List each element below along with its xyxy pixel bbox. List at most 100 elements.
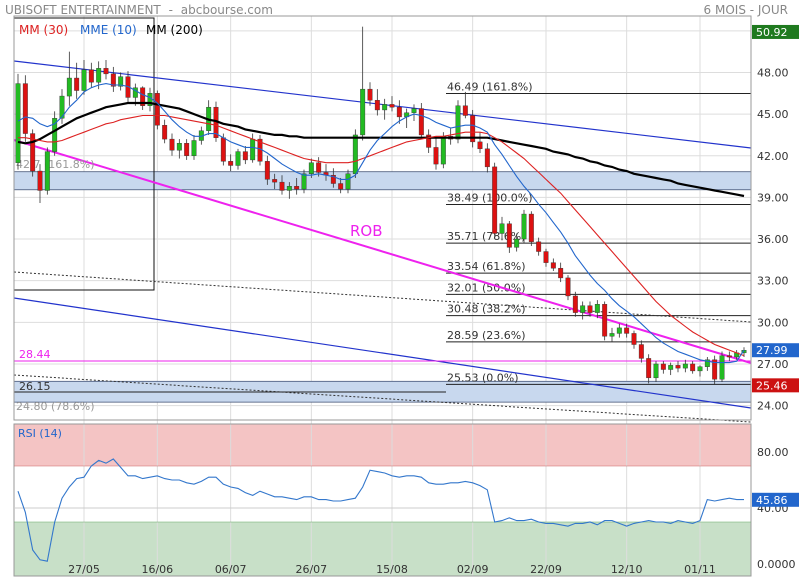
candle-body (682, 363, 688, 369)
price-tick-label: 39.00 (757, 191, 789, 204)
candle-body (433, 147, 439, 165)
candle-body (118, 76, 124, 87)
candle-body (286, 186, 292, 191)
candle-body (52, 118, 58, 152)
mme10-line (17, 83, 745, 364)
date-tick-label: 06/07 (215, 563, 247, 576)
candle-body (242, 151, 248, 161)
candle-body (726, 355, 732, 358)
candle-body (484, 148, 490, 168)
candle-body (411, 108, 417, 113)
candle-body (675, 365, 681, 369)
data-source: abcbourse.com (180, 3, 273, 17)
candle-body (514, 238, 520, 248)
date-tick-label: 01/11 (684, 563, 716, 576)
candle-body (330, 174, 336, 184)
date-tick-label: 12/10 (611, 563, 643, 576)
candle-body (88, 69, 94, 83)
candle-body (132, 87, 138, 98)
stock-name: UBISOFT ENTERTAINMENT (5, 3, 161, 17)
fibonacci-level-label: 25.53 (0.0%) (447, 371, 519, 384)
candle-body (74, 77, 80, 91)
candle-body (580, 305, 586, 313)
candle-body (308, 162, 314, 175)
candle-body (235, 151, 241, 166)
price-tag-box (752, 343, 799, 358)
candle-body (455, 105, 461, 140)
date-tick-label: 22/09 (530, 563, 562, 576)
candle-body (704, 359, 710, 367)
candle-body (470, 115, 476, 143)
candle-body (528, 213, 534, 243)
candle-body (418, 108, 424, 136)
candle-body (594, 304, 600, 313)
magenta-trendline (13, 139, 752, 364)
candle-body (426, 134, 432, 148)
candle-body (719, 355, 725, 380)
price-tick-label: 42.00 (757, 150, 789, 163)
candle-body (352, 134, 358, 175)
candle-body (37, 170, 43, 191)
candle-body (294, 186, 300, 190)
price-tick-label: 36.00 (757, 233, 789, 246)
candle-body (521, 213, 527, 240)
candle-body (30, 133, 36, 172)
candle-body (396, 106, 402, 118)
price-tick-label: 30.00 (757, 316, 789, 329)
rsi-value-tag (752, 492, 799, 507)
candle-body (279, 181, 285, 191)
candle-body (96, 68, 102, 83)
price-tick-label: 24.00 (757, 400, 789, 413)
rsi-overbought-zone (14, 424, 751, 466)
candle-body (345, 173, 351, 190)
candle-body (301, 173, 307, 190)
candle-body (558, 267, 564, 279)
fibonacci-level-label: 46.49 (161.8%) (447, 80, 533, 93)
legend-mm30: MM (30) (19, 23, 69, 37)
rob-label: ROB (350, 222, 383, 240)
candle-body (660, 363, 666, 370)
candle-body (360, 88, 366, 136)
candle-body (316, 162, 322, 173)
date-tick-label: 15/08 (376, 563, 408, 576)
date-tick-label: 02/09 (457, 563, 489, 576)
candle-body (389, 104, 395, 108)
rsi-oversold-zone (14, 522, 751, 576)
rsi-panel-frame (13, 423, 752, 577)
left-fib-label: 24.80 (78.6%) (16, 400, 95, 413)
price-tick-label: 33.00 (757, 275, 789, 288)
candle-body (22, 83, 28, 134)
magenta-hline-label: 28.44 (19, 348, 51, 361)
chart-title: UBISOFT ENTERTAINMENT - abcbourse.com (5, 3, 273, 17)
price-panel-frame (13, 15, 752, 421)
dotted-trendline (13, 271, 752, 323)
candle-body (550, 262, 556, 269)
candle-body (367, 88, 373, 101)
candle-body (176, 143, 182, 151)
candle-body (59, 95, 65, 119)
candle-body (440, 136, 446, 165)
candle-body (162, 125, 168, 140)
candle-body (697, 366, 703, 372)
candle-body (103, 68, 109, 75)
fibonacci-level-label: 30.48 (38.2%) (447, 303, 526, 316)
price-tag-label: 27.99 (756, 344, 788, 357)
date-tick-label: 27/05 (68, 563, 100, 576)
candle-body (609, 333, 615, 337)
price-tick-label: 45.00 (757, 108, 789, 121)
price-tag-box (752, 378, 799, 393)
rsi-value-label: 45.86 (756, 494, 788, 507)
mm30-line (18, 114, 745, 357)
candle-body (66, 77, 72, 97)
candle-body (338, 183, 344, 190)
candle-body (191, 140, 197, 156)
candle-body (169, 138, 175, 151)
candle-body (477, 141, 483, 150)
candle-body (565, 277, 571, 297)
candle-body (140, 87, 146, 106)
fibonacci-level-label: 32.01 (50.0%) (447, 281, 526, 294)
candle-body (154, 93, 160, 126)
candle-body (638, 344, 644, 359)
candle-body (690, 363, 696, 372)
